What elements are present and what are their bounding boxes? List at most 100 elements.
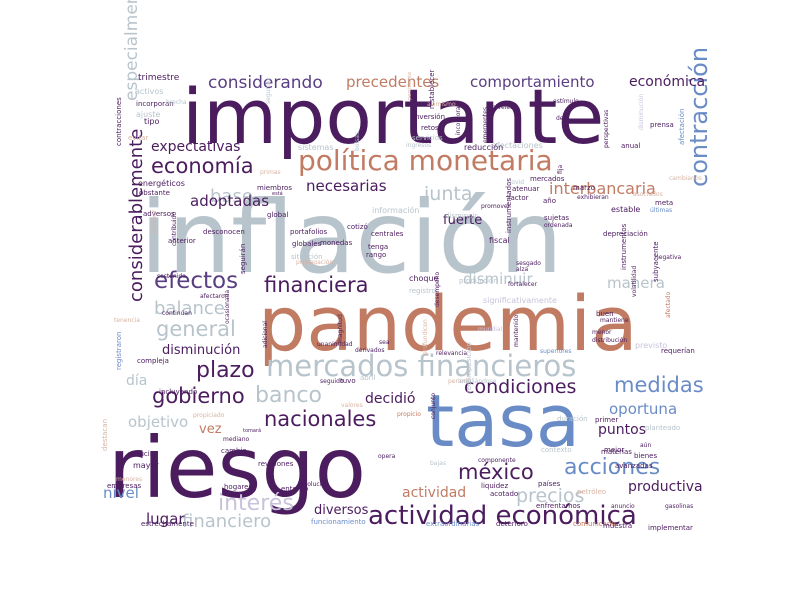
word-medium: economía: [151, 154, 254, 178]
word-tiny: contracciones: [115, 97, 123, 146]
word-tiny: bajas: [430, 460, 446, 467]
word-tiny: activos: [135, 87, 163, 96]
word-tiny: marzo: [573, 184, 595, 192]
word-tiny: contribuido: [171, 212, 178, 246]
word-tiny: avanzadas: [615, 462, 653, 470]
word-tiny: tuvo: [340, 377, 356, 385]
word-small: manera: [607, 274, 665, 292]
word-tiny: obstante: [139, 189, 170, 197]
word-tiny: afectaciones: [492, 141, 543, 150]
word-tiny: magnitud: [337, 314, 344, 343]
word-tiny: propagación: [296, 259, 333, 266]
word-tiny: afectaron: [200, 293, 229, 300]
word-tiny: choque: [409, 274, 439, 283]
word-tiny: servicios: [412, 134, 443, 142]
word-small: necesarias: [306, 177, 387, 195]
word-tiny: volatilidad: [631, 266, 638, 297]
word-tiny: situación: [291, 253, 323, 261]
word-tiny: anterior: [168, 237, 196, 245]
word-tiny: seguido: [320, 378, 344, 385]
word-tiny: instrumentos: [620, 223, 628, 270]
word-medium: nacionales: [264, 407, 376, 431]
word-tiny: contexto: [541, 446, 572, 454]
word-tiny: tipo: [144, 117, 159, 126]
word-medium: política monetaria: [298, 144, 553, 177]
word-tiny: implementar: [648, 524, 693, 532]
word-tiny: fiscal: [489, 236, 510, 245]
word-medium: financiera: [264, 273, 369, 297]
word-tiny: niveles: [492, 104, 513, 111]
word-tiny: profundicen: [422, 319, 429, 355]
word-tiny: sujetas: [544, 214, 569, 222]
word-tiny: promover: [481, 203, 511, 210]
word-medium: contracción: [685, 47, 713, 187]
word-tiny: primas: [260, 169, 281, 176]
word-tiny: opera: [378, 453, 396, 460]
word-tiny: monedas: [320, 239, 353, 247]
word-tiny: está: [272, 190, 283, 197]
word-tiny: unanimidad: [317, 341, 353, 348]
word-tiny: entorno: [281, 485, 308, 493]
word-tiny: continúan: [162, 310, 192, 317]
word-tiny: primer: [595, 416, 618, 424]
word-tiny: últimas: [650, 207, 672, 214]
word-tiny: sistemas: [298, 143, 333, 152]
word-small: balance: [154, 298, 225, 319]
word-tiny: estable: [611, 205, 640, 214]
word-tiny: mayor: [133, 461, 159, 470]
word-tiny: registraron: [115, 332, 123, 370]
word-tiny: revisiones: [258, 460, 294, 468]
word-small: base: [210, 186, 253, 207]
word-tiny: propiciado: [193, 412, 225, 419]
word-tiny: global: [267, 211, 288, 219]
word-small: fuerte: [443, 213, 482, 228]
word-tiny: menor: [592, 329, 612, 336]
word-tiny: anuncio: [611, 503, 635, 510]
word-tiny: valores: [341, 402, 363, 409]
word-medium: efectos: [154, 268, 238, 294]
word-tiny: brecha: [166, 99, 187, 106]
word-tiny: significativamente: [483, 296, 557, 305]
word-tiny: reducir: [128, 450, 153, 458]
word-tiny: bienes: [634, 452, 657, 460]
word-small: financiero: [182, 511, 271, 532]
word-tiny: planteado: [645, 424, 680, 432]
word-tiny: ocasionada: [224, 290, 231, 324]
word-tiny: afectado: [665, 291, 672, 318]
word-medium: interés: [218, 491, 294, 516]
word-small: comportamiento: [470, 73, 595, 91]
word-tiny: mejor: [604, 446, 624, 454]
word-tiny: centrales: [371, 230, 404, 238]
word-tiny: ampliándose: [458, 378, 497, 385]
word-tiny: aún: [640, 442, 651, 449]
word-medium: acciones: [564, 455, 660, 480]
word-tiny: afectación: [678, 109, 686, 145]
word-small: nivel: [103, 484, 139, 502]
word-tiny: menores: [116, 476, 142, 483]
word-tiny: sostenida: [157, 273, 186, 280]
word-tiny: ordenada: [544, 222, 573, 229]
word-tiny: fija: [557, 165, 564, 174]
word-tiny: tenencia: [114, 317, 140, 324]
word-tiny: comunicado: [573, 520, 616, 528]
word-large: inflación: [140, 179, 563, 296]
word-tiny: desempeño: [434, 272, 441, 307]
word-medium: medidas: [614, 373, 704, 397]
word-small: productiva: [628, 479, 703, 495]
word-tiny: inversión: [413, 113, 445, 121]
word-small: decidió: [365, 391, 415, 407]
word-tiny: periodo: [448, 378, 471, 385]
word-small: expectativas: [151, 139, 240, 155]
word-tiny: mantiene: [600, 317, 629, 324]
word-tiny: propicio: [397, 411, 421, 418]
word-small: disminuir: [463, 270, 533, 288]
word-tiny: información: [372, 205, 419, 215]
word-tiny: materias: [601, 448, 632, 456]
word-tiny: subyacente: [652, 241, 660, 282]
word-tiny: persistente: [407, 72, 413, 100]
word-tiny: ajuste: [136, 110, 161, 119]
word-tiny: deterioro: [496, 520, 528, 528]
word-tiny: den: [556, 115, 568, 122]
word-tiny: acotado: [490, 490, 518, 498]
word-tiny: perspectivas: [603, 110, 610, 148]
